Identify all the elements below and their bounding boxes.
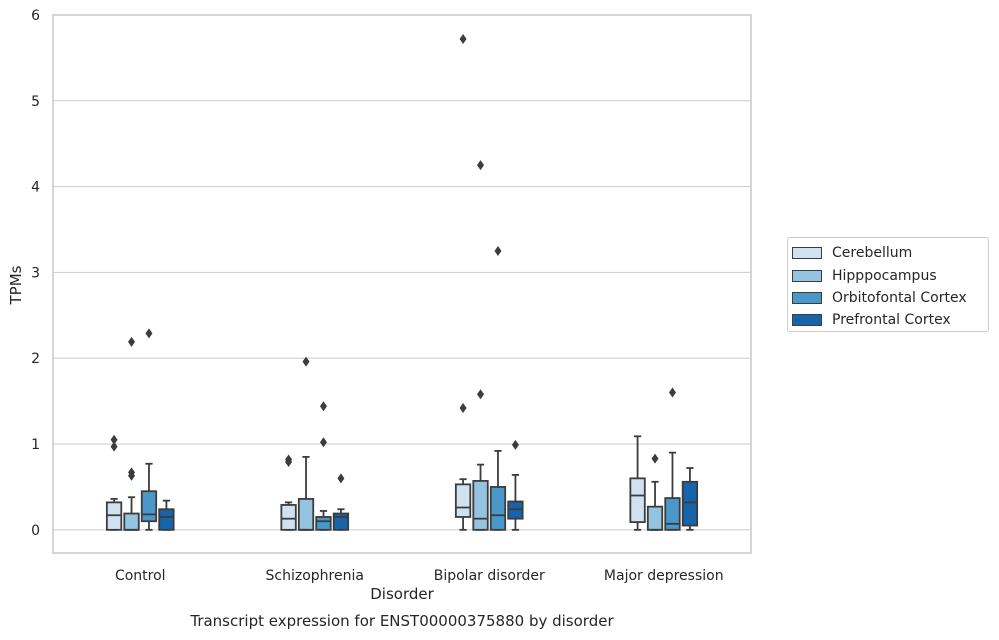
box-body [472, 480, 489, 531]
legend-label: Orbitofontal Cortex [832, 289, 967, 306]
y-tick-label-6: 6 [31, 8, 40, 24]
x-tick-label-3: Major depression [604, 568, 724, 584]
box-2-0 [454, 34, 472, 531]
box-0-0 [105, 434, 123, 531]
box-body [297, 498, 315, 531]
box-body [140, 490, 158, 523]
legend-label: Hipppocampus [832, 267, 937, 284]
box-3-2 [664, 387, 681, 531]
outlier-2 [128, 336, 136, 347]
outlier-0 [110, 441, 118, 452]
x-tick-label-2: Bipolar disorder [434, 568, 545, 584]
y-axis-ticks: 0 1 2 3 4 5 6 [31, 8, 40, 539]
outlier-0 [477, 160, 485, 171]
outlier-1 [459, 402, 467, 413]
grid-lines [53, 14, 751, 531]
outlier-0 [337, 473, 345, 484]
legend-item-2: Orbitofontal Cortex [792, 287, 988, 309]
outlier-0 [668, 387, 676, 398]
x-tick-label-0: Control [115, 568, 166, 584]
box-3-0 [629, 435, 646, 531]
box-body [280, 504, 297, 531]
x-tick-label-1: Schizophrenia [266, 568, 364, 584]
box-body [646, 505, 664, 531]
legend: Cerebellum Hipppocampus Orbitofontal Corte… [787, 237, 989, 332]
legend-swatch [792, 269, 822, 282]
box-body [489, 486, 507, 531]
box-0-3 [158, 499, 175, 531]
boxes [105, 34, 699, 531]
chart-title: Transcript expression for ENST0000037588… [189, 612, 614, 630]
box-1-0 [280, 454, 297, 531]
outlier-1 [110, 434, 118, 445]
outlier-1 [128, 467, 136, 478]
box-body [315, 516, 332, 531]
x-axis-label: Disorder [370, 585, 434, 603]
legend-swatch [792, 247, 822, 260]
box-2-3 [507, 439, 524, 531]
y-tick-label-1: 1 [31, 437, 40, 453]
box-1-3 [332, 473, 350, 531]
outlier-0 [494, 245, 502, 256]
box-body [681, 480, 699, 527]
box-0-2 [140, 328, 158, 531]
box-body [629, 477, 646, 524]
y-tick-label-3: 3 [31, 265, 40, 281]
outlier-0 [145, 328, 153, 339]
outlier-0 [651, 453, 659, 464]
outlier-0 [459, 34, 467, 45]
box-3-3 [681, 467, 699, 531]
legend-label: Prefrontal Cortex [832, 312, 951, 329]
legend-label: Cerebellum [832, 245, 913, 262]
y-tick-label-4: 4 [31, 180, 40, 196]
box-body [123, 512, 140, 531]
box-body [332, 512, 350, 531]
outlier-0 [319, 401, 327, 412]
outlier-1 [285, 454, 293, 465]
box-1-2 [315, 401, 332, 531]
box-body [454, 483, 472, 518]
plot-frame [52, 14, 752, 554]
legend-swatch [792, 314, 822, 327]
legend-swatch [792, 291, 822, 304]
y-tick-label-2: 2 [31, 351, 40, 367]
legend-item-1: Hipppocampus [792, 264, 988, 286]
y-tick-label-5: 5 [31, 94, 40, 110]
box-2-2 [489, 245, 507, 531]
box-0-1 [123, 336, 140, 531]
box-2-1 [472, 160, 489, 531]
outlier-1 [477, 389, 485, 400]
legend-item-0: Cerebellum [792, 242, 988, 264]
outlier-1 [319, 437, 327, 448]
outlier-0 [302, 356, 310, 367]
box-body [664, 497, 681, 531]
legend-item-3: Prefrontal Cortex [792, 309, 988, 331]
box-3-1 [646, 453, 664, 531]
box-body [158, 508, 175, 531]
y-axis-label: TPMs [7, 265, 25, 305]
box-1-1 [297, 356, 315, 531]
x-axis-ticks: Control Schizophrenia Bipolar disorder Majo… [115, 568, 724, 584]
y-tick-label-0: 0 [31, 523, 40, 539]
outlier-0 [511, 439, 519, 450]
